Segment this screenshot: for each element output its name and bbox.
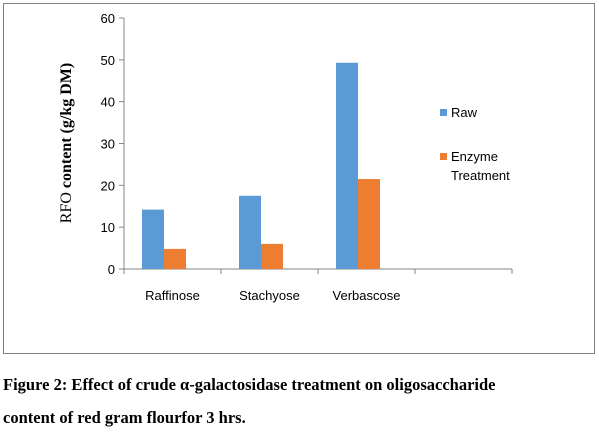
y-tick-label: 0	[108, 262, 115, 277]
y-axis-label: RFO content (g/kg DM)	[58, 63, 75, 223]
bar-chart: RFO content (g/kg DM) 0 10 20 30 40 50 60 Raff…	[58, 11, 513, 303]
y-tick-label: 40	[101, 95, 115, 110]
chart-frame	[3, 3, 595, 354]
bar-enzyme-raffinose	[164, 248, 186, 269]
figure-caption: Figure 2: Effect of crude α-galactosidas…	[3, 368, 595, 434]
bar-raw-verbascose	[336, 62, 358, 270]
legend-swatch-enzyme	[440, 153, 447, 160]
x-tick-label: Raffinose	[145, 288, 200, 303]
y-tick-label: 20	[101, 178, 115, 193]
y-axis-label-prefix: RFO	[58, 188, 75, 223]
bar-enzyme-verbascose	[358, 179, 380, 269]
x-tick-label: Verbascose	[333, 288, 401, 303]
y-axis-label-rest: content (g/kg DM)	[58, 63, 75, 188]
y-tick-label: 30	[101, 137, 115, 152]
x-tick-label: Stachyose	[239, 288, 300, 303]
legend: Raw Enzyme Treatment	[440, 105, 510, 183]
legend-label-enzyme-line2: Treatment	[451, 168, 510, 183]
caption-line-1: Figure 2: Effect of crude α-galactosidas…	[3, 375, 496, 394]
bars-group	[142, 62, 380, 270]
y-tick-label: 60	[101, 11, 115, 26]
bar-raw-raffinose	[142, 209, 164, 269]
caption-line-2: content of red gram flourfor 3 hrs.	[3, 408, 246, 427]
legend-swatch-raw	[440, 109, 447, 116]
y-axis: 0 10 20 30 40 50 60	[101, 11, 125, 277]
x-axis: Raffinose Stachyose Verbascose	[123, 268, 513, 303]
y-tick-label: 10	[101, 220, 115, 235]
bar-enzyme-stachyose	[261, 243, 283, 269]
legend-label-raw: Raw	[451, 105, 478, 120]
bar-raw-stachyose	[239, 195, 261, 269]
y-tick-label: 50	[101, 53, 115, 68]
legend-label-enzyme-line1: Enzyme	[451, 149, 498, 164]
